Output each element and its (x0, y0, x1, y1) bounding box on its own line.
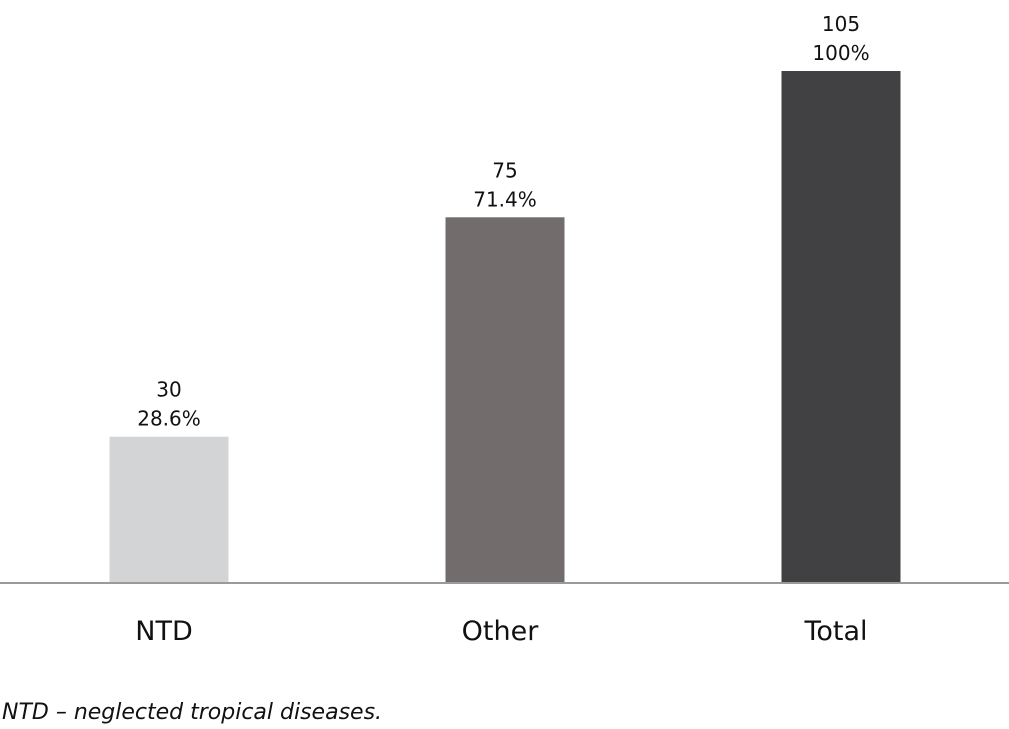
value-label-total: 105 (822, 12, 860, 36)
bar-chart: 30 28.6% NTD 75 71.4% Other 105 100% Total (0, 12, 1009, 647)
bar-ntd (109, 436, 229, 583)
footnote: NTD – neglected tropical diseases. (2, 700, 383, 725)
category-label-other: Other (462, 616, 540, 647)
bar-total (781, 71, 901, 583)
category-label-ntd: NTD (135, 616, 192, 647)
value-label-other: 75 (492, 158, 517, 182)
labels-layer: 30 28.6% NTD 75 71.4% Other 105 100% Total (135, 12, 869, 647)
percent-label-total: 100% (812, 41, 869, 65)
percent-label-other: 71.4% (473, 187, 537, 211)
bar-other (445, 217, 565, 584)
bars-layer (109, 71, 901, 584)
percent-label-ntd: 28.6% (137, 407, 201, 431)
value-label-ntd: 30 (156, 378, 181, 402)
category-label-total: Total (803, 616, 867, 647)
